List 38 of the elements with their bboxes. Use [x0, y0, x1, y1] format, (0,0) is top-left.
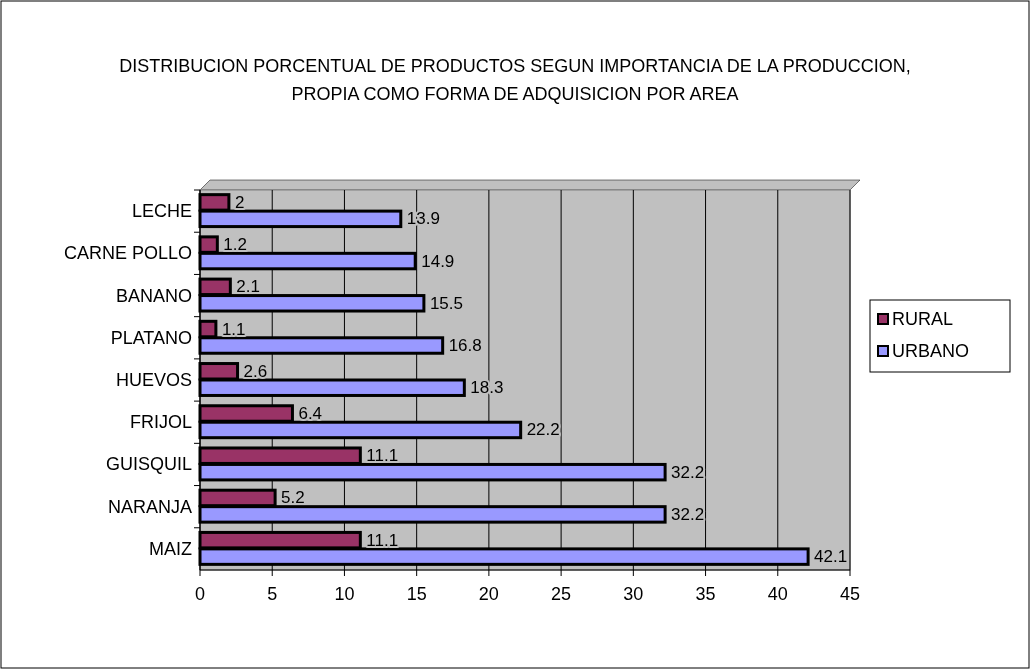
data-label: 15.5: [429, 293, 463, 313]
x-tick-label: 10: [334, 584, 355, 604]
x-tick-label: 45: [839, 584, 861, 604]
data-label: 32.2: [671, 462, 705, 482]
legend-label: URBANO: [892, 341, 970, 361]
y-tick-label: CARNE POLLO: [63, 243, 192, 264]
y-tick-label: HUEVOS: [115, 370, 192, 390]
y-tick-label: GUISQUIL: [105, 454, 192, 475]
data-label: 2: [234, 192, 245, 212]
data-label: 32.2: [671, 504, 705, 524]
x-tick-label: 35: [695, 584, 716, 604]
data-label: 2.1: [236, 277, 260, 297]
chart-title: DISTRIBUCION PORCENTUAL DE PRODUCTOS SEGUN IMPORTANCIA DE LA PRODUCCION, PROPIA COMO FORMA DE ADQUISICION POR AREA: [119, 56, 911, 104]
x-tick-label: 20: [478, 584, 499, 604]
data-label: 1.1: [221, 319, 246, 339]
data-label: 22.2: [526, 420, 560, 440]
x-tick-label: 0: [194, 584, 206, 604]
data-label: 11.1: [366, 530, 399, 550]
x-tick-label: 5: [267, 584, 278, 604]
x-tick-label: 25: [551, 584, 572, 604]
x-tick-label: 30: [623, 584, 644, 604]
legend-label: RURAL: [892, 309, 954, 329]
data-label: 11.1: [366, 446, 399, 466]
data-label: 2.6: [243, 361, 268, 381]
x-tick-label: 40: [767, 584, 788, 604]
x-tick-label: 15: [406, 584, 427, 604]
data-label: 6.4: [298, 403, 323, 423]
data-label: 42.1: [814, 547, 848, 567]
y-tick-label: LECHE: [131, 201, 192, 222]
data-label: 5.2: [281, 488, 305, 508]
y-tick-label: BANANO: [115, 285, 192, 306]
y-tick-label: NARANJA: [107, 496, 192, 517]
data-label: 1.2: [223, 235, 247, 255]
data-label: 16.8: [448, 336, 482, 356]
y-tick-label: MAIZ: [149, 538, 192, 559]
y-tick-label: FRIJOL: [129, 412, 192, 433]
y-tick-label: PLATANO: [110, 327, 192, 348]
data-label: 14.9: [421, 251, 455, 271]
